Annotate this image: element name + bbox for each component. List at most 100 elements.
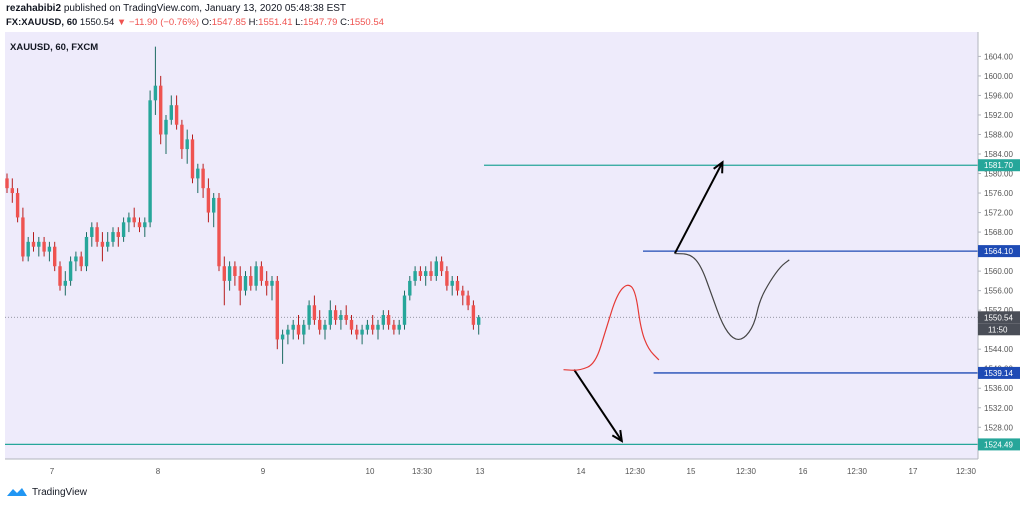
candle-body [429,271,433,276]
candle [243,271,248,296]
down-triangle-icon: ▼ [116,17,127,28]
candle [381,310,385,330]
candle [254,261,258,291]
price-tick-label: 1572.00 [984,209,1013,218]
candle-body [450,280,454,286]
candle-body [259,266,264,281]
candle [37,236,41,257]
candle-body [201,168,205,189]
candle [106,232,110,252]
time-tick-label: 12:30 [625,467,646,476]
candle-body [37,241,41,247]
candle [132,207,136,228]
candle-body [477,317,481,325]
candle-body [307,305,311,325]
time-tick-label: 7 [50,467,55,476]
candle-body [196,168,200,179]
candle [206,178,211,223]
candle [10,178,14,203]
countdown-badge [978,323,1020,336]
price-tick-label: 1552.00 [984,306,1013,315]
tradingview-logo-icon[interactable] [6,486,28,498]
time-tick-labels: 7 8 9 10 13:30 13 14 12:30 15 12:30 16 12:30 17 12:30 [50,467,977,476]
price-tick-label: 1588.00 [984,130,1013,139]
candle [355,324,359,340]
candle-body [212,197,216,213]
drawings [563,160,790,443]
candle [466,290,470,311]
author-name[interactable]: rezahabibi2 [6,3,62,14]
candle-body [270,280,274,286]
candle [164,114,168,154]
price-tick-label: 1556.00 [984,287,1013,296]
candle [259,261,264,286]
candle [318,310,322,335]
candle [429,261,433,281]
candle [84,232,89,272]
candle [280,329,285,364]
low-value: 1547.79 [303,17,338,28]
gray-projection-sketch [674,252,790,341]
candle [450,276,454,296]
candle-body [371,324,375,330]
price-tick-label: 1560.00 [984,267,1013,276]
countdown-label: 11:50 [988,325,1008,334]
candle-body [206,188,211,213]
candle-body [296,324,301,335]
last-price-value: 1550.54 [79,17,115,28]
candle [424,266,428,286]
candle [15,188,20,223]
candle [201,163,205,198]
candle-body [376,324,380,330]
candle-body [439,261,444,272]
candle [190,134,195,184]
price-tick-label: 1532.00 [984,404,1013,413]
brand-label[interactable]: TradingView [32,486,88,498]
candle [63,271,67,296]
candle-body [386,315,391,325]
candle-body [227,266,232,281]
candle [275,276,279,350]
high-label: H: [248,17,259,28]
candle-body [471,305,476,325]
candle-body [90,227,94,237]
candle [397,319,401,335]
candle [74,251,78,272]
candle-body [185,139,189,150]
candle [79,251,83,272]
candle [26,236,30,262]
candle [137,217,142,233]
candle [233,261,237,286]
time-axis[interactable] [5,459,978,481]
candle-body [265,280,269,286]
candle [68,256,73,286]
time-tick-label: 13:30 [412,467,433,476]
arrow-head [713,160,724,174]
candle-body [318,319,322,330]
candle-body [106,241,110,247]
candle-body [328,310,332,325]
candle [127,212,131,233]
candle [434,256,438,281]
horizontal-levels [5,164,978,446]
candle [328,300,332,330]
price-tick-label: 1544.00 [984,345,1013,354]
candle [413,266,417,286]
price-tick-label: 1568.00 [984,228,1013,237]
time-tick-label: 14 [577,467,586,476]
candle [333,305,338,325]
candle-body [455,280,460,291]
plot-area[interactable] [5,32,978,459]
candle [121,217,126,242]
last-price-badge [978,311,1020,324]
candle-body [413,271,417,281]
candle [376,319,380,340]
candle [227,261,232,291]
candle-body [461,290,465,296]
close-value: 1550.54 [349,17,384,28]
candle [270,276,274,301]
candle [265,271,269,296]
candle [31,232,36,252]
candle [439,256,444,276]
